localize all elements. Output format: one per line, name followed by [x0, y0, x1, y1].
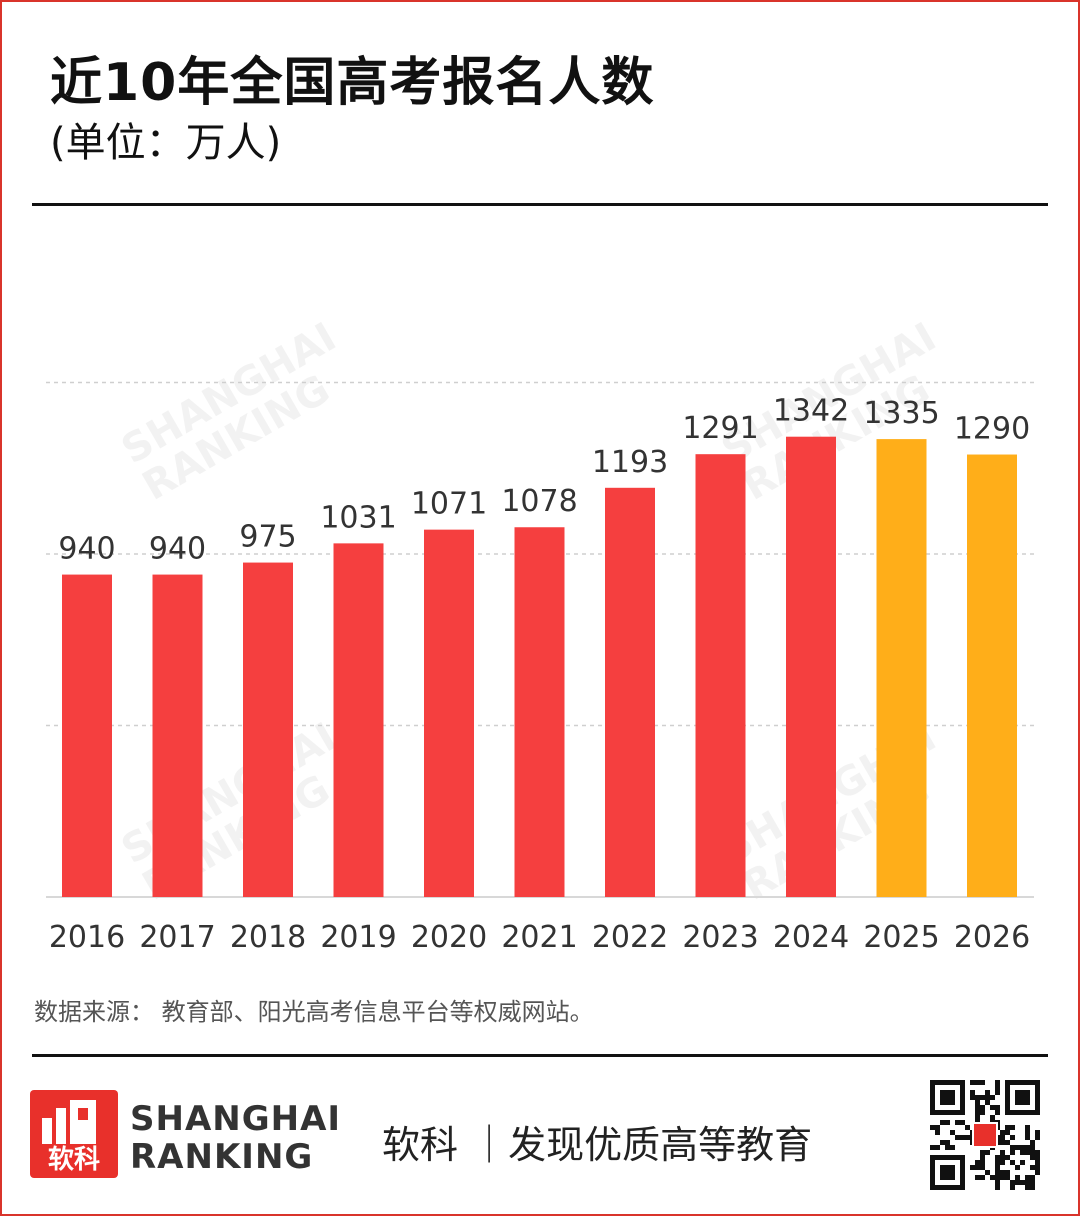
bar-2026: [967, 454, 1017, 897]
data-label-2019: 1031: [320, 500, 396, 535]
bar-2020: [424, 529, 474, 897]
data-label-2018: 975: [239, 520, 296, 555]
data-label-2022: 1193: [592, 445, 668, 480]
x-tick-label-2016: 2016: [49, 920, 125, 955]
bar-2024: [786, 436, 836, 897]
data-source-note: 数据来源： 教育部、阳光高考信息平台等权威网站。: [34, 998, 594, 1026]
x-tick-label-2021: 2021: [501, 920, 577, 955]
bar-2016: [62, 574, 112, 897]
data-label-2017: 940: [149, 532, 206, 567]
logo-bars-icon: [42, 1100, 96, 1144]
brand-wordmark: SHANGHAI RANKING: [130, 1099, 342, 1177]
top-divider: [32, 203, 1048, 206]
data-label-2023: 1291: [682, 411, 758, 446]
x-tick-label-2019: 2019: [320, 920, 396, 955]
bar-2025: [876, 439, 927, 897]
brand-slogan: 软科 ｜发现优质高等教育: [382, 1123, 813, 1167]
data-label-2016: 940: [58, 532, 115, 567]
bar-2019: [333, 543, 384, 897]
x-tick-label-2017: 2017: [139, 920, 215, 955]
x-tick-label-2026: 2026: [954, 920, 1030, 955]
brand-logo: 软科: [30, 1090, 118, 1178]
unit-subtitle: (单位：万人): [50, 120, 282, 166]
data-label-2021: 1078: [501, 484, 577, 519]
x-tick-label-2023: 2023: [682, 920, 758, 955]
logo-cn-text: 软科: [47, 1145, 100, 1175]
bar-2023: [695, 454, 746, 897]
qr-code-icon[interactable]: [930, 1080, 1040, 1190]
bar-2022: [605, 487, 655, 897]
data-label-2026: 1290: [954, 412, 1030, 447]
data-label-2024: 1342: [773, 394, 849, 429]
data-label-2025: 1335: [863, 396, 939, 431]
x-tick-label-2024: 2024: [773, 920, 849, 955]
page-title: 近10年全国高考报名人数: [50, 53, 655, 113]
x-tick-label-2022: 2022: [592, 920, 668, 955]
x-tick-label-2018: 2018: [230, 920, 306, 955]
bottom-divider: [32, 1054, 1048, 1057]
bar-2018: [243, 562, 293, 897]
bar-2017: [152, 574, 203, 897]
data-label-2020: 1071: [411, 487, 487, 522]
bar-2021: [514, 527, 565, 897]
x-tick-label-2020: 2020: [411, 920, 487, 955]
x-tick-label-2025: 2025: [863, 920, 939, 955]
